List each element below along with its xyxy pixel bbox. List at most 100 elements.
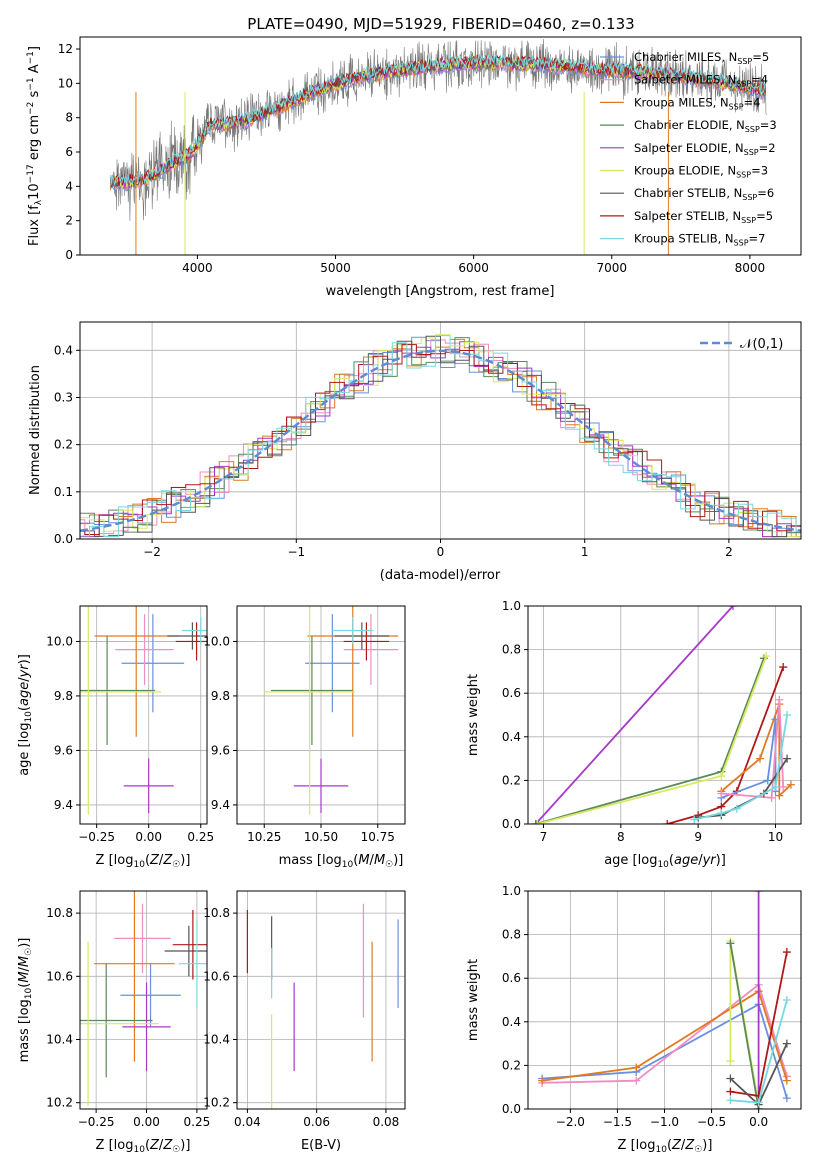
- axes-residuals: −2 −1 0 1 2 0.0 0.1 0.2 0.3 0.4: [54, 321, 802, 559]
- weight-marker: [726, 939, 735, 948]
- y-tick-label: 12: [58, 42, 73, 56]
- model-line: [109, 55, 766, 188]
- weight-marker: [663, 820, 672, 824]
- legend-label: Chabrier MILES, NSSP=5: [634, 50, 769, 66]
- x-tick-label: 10.50: [304, 830, 338, 844]
- y-tick-label: 0.6: [502, 686, 521, 700]
- plot-area: [80, 891, 207, 1106]
- x-tick-label: −0.5: [697, 1115, 726, 1129]
- legend-label: Kroupa ELODIE, NSSP=3: [634, 164, 768, 180]
- x-axis-label: mass [log10(M/M☉)]: [279, 853, 404, 870]
- plot-area: [80, 606, 207, 815]
- weight-marker: [767, 793, 776, 802]
- weight-marker: [771, 782, 780, 791]
- weight-marker: [775, 791, 784, 800]
- plot-area: [538, 891, 791, 1109]
- weight-marker: [786, 780, 795, 789]
- legend-label: 𝒩(0,1): [740, 337, 783, 352]
- x-tick-label: −0.25: [78, 830, 115, 844]
- axes-frame: [527, 890, 802, 1110]
- y-tick-label: 1.0: [502, 884, 521, 898]
- y-tick-label: 0.0: [54, 532, 73, 546]
- axes-mass_vs_EBV: 0.04 0.06 0.08 10.2 10.4 10.6 10.8: [203, 890, 406, 1129]
- y-tick-label: 0.0: [502, 1102, 521, 1116]
- axes-weight_vs_age: 7 8 9 10 0.0 0.2 0.4 0.6 0.8 1.0: [502, 599, 802, 844]
- weight-line: [542, 983, 788, 1084]
- weight-line: [666, 666, 785, 824]
- weight-marker: [717, 809, 726, 818]
- x-tick-label: −1.0: [650, 1115, 679, 1129]
- weight-marker: [779, 782, 788, 791]
- y-tick-label: 10.8: [203, 906, 230, 920]
- axes-weight_vs_Z: −2.0 −1.5 −1.0 −0.5 0.0 0.0 0.2 0.4 0.6 0.8 1.0: [502, 884, 802, 1129]
- weight-marker: [754, 891, 763, 895]
- weight-line: [729, 943, 760, 1109]
- plot-area: [531, 606, 795, 824]
- weight-marker: [783, 711, 792, 719]
- y-tick-label: 0.3: [54, 390, 73, 404]
- plot-area: [246, 903, 399, 1109]
- y-axis-label: Normed distribution: [28, 365, 43, 495]
- x-tick-label: −0.25: [78, 1115, 115, 1129]
- axes-frame: [79, 321, 802, 540]
- y-tick-label: 0.8: [502, 643, 521, 657]
- x-tick-label: 0.08: [373, 1115, 400, 1129]
- y-tick-label: 10: [58, 76, 73, 90]
- x-axis-label: Z [log10(Z/Z☉)]: [96, 1138, 191, 1155]
- gaussian-curve: [80, 349, 801, 532]
- legend: Chabrier MILES, NSSP=5 Salpeter MILES, NS…: [600, 50, 777, 248]
- y-tick-label: 0.8: [502, 928, 521, 942]
- y-tick-label: 0.1: [54, 485, 73, 499]
- weight-line: [541, 989, 788, 1082]
- axes-age_vs_Z: −0.25 0.00 0.25 9.4 9.6 9.8 10.0: [46, 605, 214, 844]
- weight-marker: [782, 948, 791, 957]
- x-tick-label: 2: [725, 545, 733, 559]
- x-tick-label: −2.0: [556, 1115, 585, 1129]
- x-tick-label: 4000: [182, 261, 213, 275]
- weight-marker: [782, 1076, 791, 1085]
- weight-marker: [782, 1094, 791, 1103]
- axes-frame: [79, 36, 802, 256]
- plot-area: [80, 334, 801, 538]
- weight-marker: [762, 652, 771, 661]
- weight-marker: [728, 606, 737, 610]
- y-tick-label: 2: [65, 214, 73, 228]
- y-tick-label: 0.4: [502, 1015, 521, 1029]
- axes-frame: [236, 890, 406, 1110]
- weight-marker: [754, 1098, 763, 1107]
- weight-marker: [717, 789, 726, 798]
- y-tick-label: 0.2: [502, 1058, 521, 1072]
- x-tick-label: 0.00: [135, 830, 162, 844]
- histogram-step: [80, 335, 801, 538]
- weight-line: [721, 699, 785, 799]
- weight-marker: [632, 1076, 641, 1085]
- weight-marker: [533, 820, 542, 824]
- x-tick-label: −2: [143, 545, 161, 559]
- y-tick-label: 0.2: [54, 438, 73, 452]
- figure-title: PLATE=0490, MJD=51929, FIBERID=0460, z=0…: [247, 15, 634, 33]
- y-tick-label: 0.4: [502, 730, 521, 744]
- weight-marker: [717, 772, 726, 781]
- x-tick-label: 7: [540, 830, 548, 844]
- histogram-step: [80, 344, 801, 535]
- x-tick-label: 10.75: [361, 830, 395, 844]
- axes-frame: [236, 605, 406, 825]
- weight-marker: [763, 776, 772, 785]
- y-tick-label: 0.6: [502, 971, 521, 985]
- x-tick-label: 0.25: [184, 1115, 211, 1129]
- x-axis-label: wavelength [Angstrom, rest frame]: [326, 284, 555, 299]
- y-tick-label: 0.0: [502, 817, 521, 831]
- y-tick-label: 10.0: [203, 634, 230, 648]
- y-tick-label: 0.4: [54, 343, 73, 357]
- y-tick-label: 10.6: [46, 969, 73, 983]
- weight-marker: [783, 754, 792, 763]
- x-tick-label: 10: [768, 830, 783, 844]
- weight-marker: [726, 1087, 735, 1096]
- legend-label: Kroupa STELIB, NSSP=7: [634, 232, 765, 248]
- y-tick-label: 10.4: [46, 1032, 73, 1046]
- legend-label: Salpeter MILES, NSSP=4: [634, 73, 768, 89]
- weight-marker: [779, 663, 788, 672]
- x-tick-label: 0.06: [303, 1115, 330, 1129]
- plot-area: [264, 606, 399, 815]
- weight-marker: [732, 804, 741, 813]
